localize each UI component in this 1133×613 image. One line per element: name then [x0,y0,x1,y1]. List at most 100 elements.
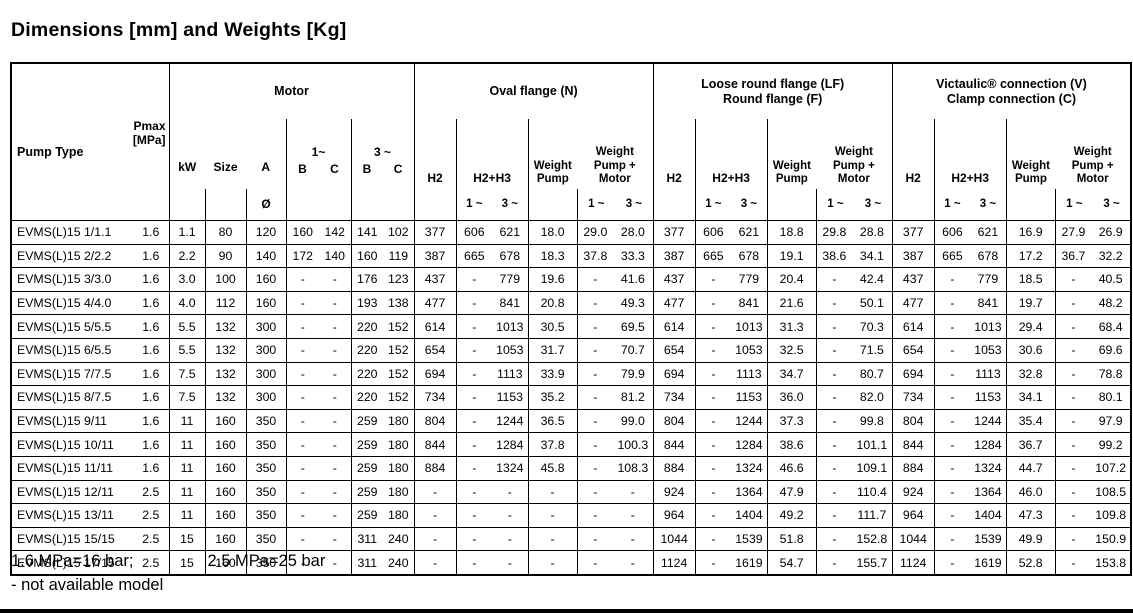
value-cell: 20.4 [766,267,817,292]
value-cell: - [1054,479,1092,504]
table-row: EVMS(L)15 3/3.0 1.6 3.0 100 160- -176 123 437-7… [11,267,1132,292]
value-cell: - [1054,290,1092,315]
value-cell: 80 [204,220,246,245]
value-cell: 1153 [970,385,1007,410]
value-cell: 70.3 [852,314,893,339]
value-cell: 36.0 [766,385,817,410]
value-cell: 18.0 [527,220,578,245]
value-cell: - [455,455,493,481]
value-cell: - [576,503,614,528]
diameter-header: Ø [245,189,286,221]
value-cell: 42.4 [852,267,893,292]
value-cell: 46.0 [1005,479,1056,504]
value-cell: 80.1 [1091,385,1132,410]
value-cell: - [527,550,578,575]
value-cell: 240 [383,550,415,575]
value-cell: - [285,408,319,433]
value-cell: 220 [350,337,383,363]
value-cell: 387 [891,243,935,268]
value-cell: 804 [652,408,696,433]
value-cell: - [319,550,351,575]
value-cell: - [576,314,614,339]
lf-weight-pump-motor-header: Weight Pump + Motor [832,146,875,185]
value-cell: - [933,267,971,292]
value-cell: - [319,385,351,410]
value-cell: 38.6 [815,243,853,268]
value-cell: - [694,267,732,292]
value-cell: - [694,290,732,315]
value-cell: 29.4 [1005,314,1056,339]
value-cell: 21.6 [766,290,817,315]
value-cell: 477 [413,290,457,315]
value-cell: - [694,385,732,410]
value-cell: 29.0 [576,220,614,245]
table-row: EVMS(L)15 11/11 1.6 11 160 350- -259 180 884-13… [11,455,1132,481]
value-cell: 621 [492,220,529,245]
value-cell: 46.6 [766,455,817,481]
pump-type-cell: EVMS(L)15 10/11 [11,432,133,457]
value-cell: 1284 [492,432,529,457]
value-cell: 621 [970,220,1007,245]
value-cell: 1.6 [133,408,169,433]
value-cell: - [285,550,319,575]
table-row: EVMS(L)15 4/4.0 1.6 4.0 112 160- -193 138 477-8… [11,290,1132,315]
n-h2h3-phase-header: 1 ~3 ~ [455,189,529,221]
value-cell: 30.5 [527,314,578,339]
value-cell: - [1054,408,1092,433]
value-cell: 3.0 [168,267,205,292]
table-row: EVMS(L)15 2/2.2 1.6 2.2 90 140 172 140 160 119 38… [11,243,1132,268]
value-cell: - [576,385,614,410]
value-cell: 68.4 [1091,314,1132,339]
value-cell: 80.7 [852,361,893,386]
table-row: EVMS(L)15 12/11 2.5 11 160 350- -259 180- - - - - -… [11,479,1132,504]
value-cell: 606 [933,220,971,245]
value-cell: 1.6 [133,432,169,457]
value-cell: 779 [731,267,768,292]
value-cell: - [815,267,853,292]
value-cell: 2.5 [133,550,169,575]
value-cell: 477 [891,290,935,315]
value-cell: - [455,503,493,528]
size-header: Size [213,160,238,175]
value-cell: - [933,361,971,386]
value-cell: 1053 [731,337,768,363]
value-cell: 1044 [891,526,935,551]
value-cell: 101.1 [852,432,893,457]
pump-type-cell: EVMS(L)15 2/2.2 [11,243,133,268]
value-cell: - [694,503,732,528]
value-cell: 844 [891,432,935,457]
value-cell: - [455,432,493,457]
value-cell: 694 [652,361,696,386]
value-cell: 152 [383,385,415,410]
value-cell: 1244 [492,408,529,433]
value-cell: - [1054,503,1092,528]
value-cell: 621 [731,220,768,245]
value-cell: 120 [245,220,286,245]
value-cell: 1124 [652,550,696,575]
value-cell: 107.2 [1091,455,1132,481]
value-cell: - [285,267,319,292]
value-cell: 694 [413,361,457,386]
value-cell: 180 [383,432,415,457]
value-cell: - [527,479,578,504]
value-cell: 1.6 [133,385,169,410]
table-row: EVMS(L)15 15/15 2.5 15 160 350- -311 240- - - - - -… [11,526,1132,551]
value-cell: 18.8 [766,220,817,245]
motor-group-title: Motor [168,63,415,119]
value-cell: 924 [891,479,935,504]
value-cell: 160 [204,408,246,433]
value-cell: 153.8 [1091,550,1132,575]
value-cell: - [694,361,732,386]
value-cell: 160 [204,550,246,575]
value-cell: - [815,385,853,410]
value-cell: - [933,290,971,315]
n-h2-header: H2 [413,119,457,189]
value-cell: - [815,290,853,315]
value-cell: - [455,526,493,551]
table-row: EVMS(L)15 6/5.5 1.6 5.5 132 300- -220 152 654-1… [11,337,1132,363]
value-cell: 28.8 [852,220,893,245]
value-cell: 1153 [731,385,768,410]
value-cell: 5.5 [168,314,205,339]
value-cell: 259 [350,455,383,481]
